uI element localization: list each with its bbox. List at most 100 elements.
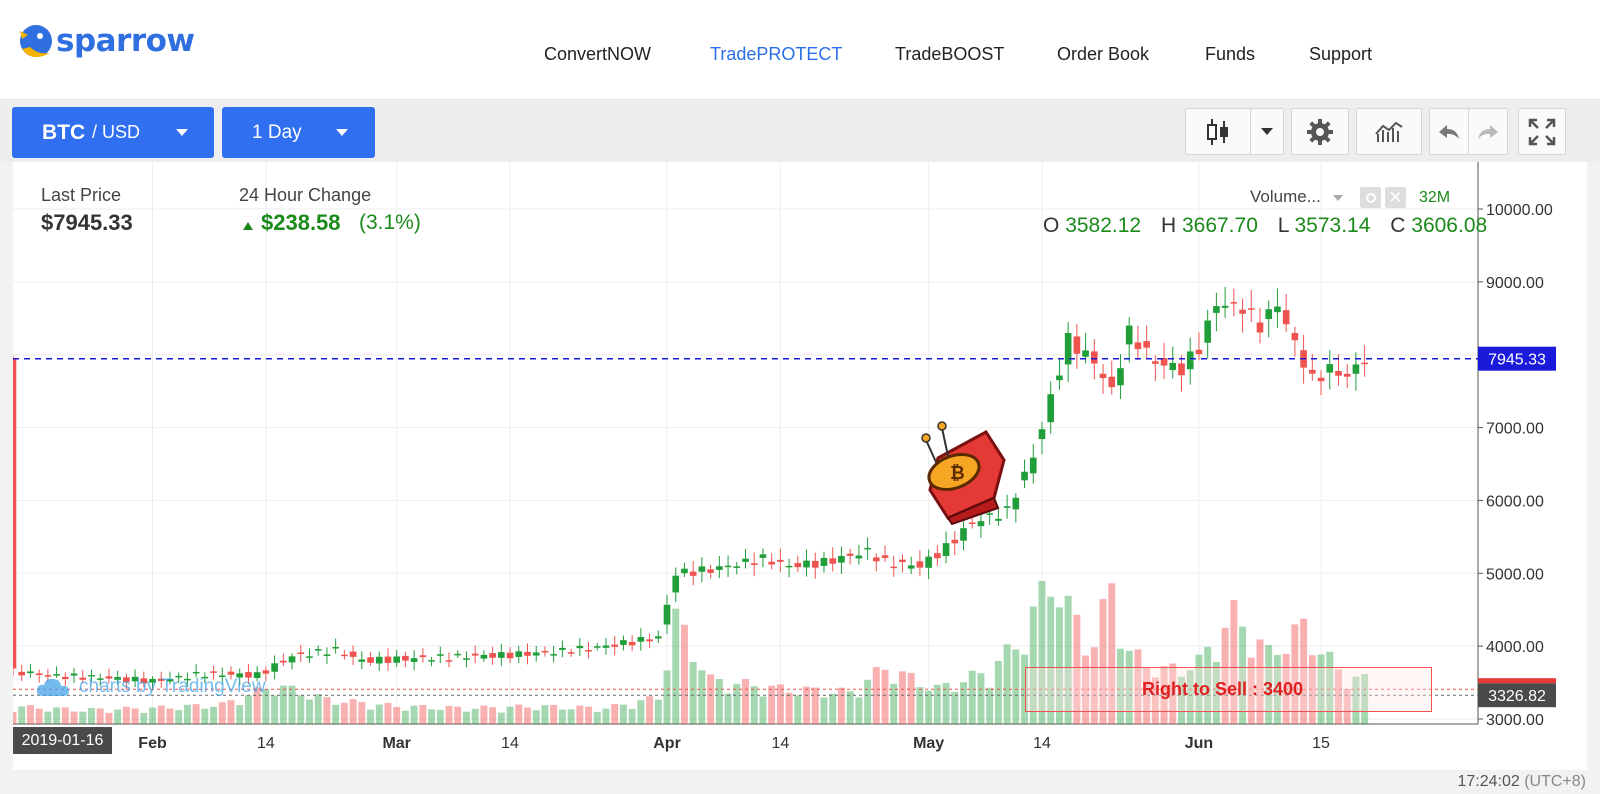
candle-body (1117, 368, 1124, 386)
candle-body (899, 559, 906, 562)
candle-body (934, 553, 941, 559)
volume-bar (262, 689, 270, 724)
volume-bar (1099, 599, 1107, 724)
chart-panel[interactable]: 10000.009000.008000.007000.006000.005000… (13, 162, 1587, 770)
volume-bar (497, 712, 505, 724)
volume-bar (288, 685, 296, 724)
volume-bar (680, 624, 688, 724)
candle-body (384, 656, 392, 663)
candle-body (846, 553, 854, 556)
volume-bar (576, 705, 584, 724)
volume-bar (1239, 626, 1247, 724)
y-tick-label: 5000.00 (1486, 566, 1544, 583)
candle-body (1056, 375, 1063, 381)
candle-body (105, 676, 113, 679)
volume-bar (1108, 583, 1116, 724)
volume-bar (105, 712, 113, 724)
interval-selector[interactable]: 1 Day (222, 107, 375, 158)
fullscreen-button[interactable] (1518, 108, 1566, 155)
volume-bar (1204, 646, 1212, 724)
candle-body (838, 555, 845, 563)
volume-bar (951, 692, 959, 724)
candle-body (53, 674, 60, 676)
volume-bar (1082, 655, 1090, 724)
y-tick-label: 7000.00 (1486, 421, 1544, 438)
volume-bar (384, 703, 392, 724)
volume-bar (916, 687, 924, 724)
candle-body (1343, 373, 1351, 377)
candle-body (1309, 369, 1316, 374)
chart-type-dropdown[interactable] (1250, 108, 1284, 155)
candle-body (1021, 471, 1028, 481)
redo-button[interactable] (1468, 108, 1508, 155)
candle-body (79, 677, 87, 680)
candle-body (951, 539, 959, 544)
candle-body (759, 554, 767, 558)
indicators-icon (1375, 121, 1403, 142)
protect-sell-text: Right to Sell : 3400 (1142, 679, 1304, 699)
volume-indicator-label[interactable]: Volume... (1250, 187, 1321, 206)
high-value: 3667.70 (1181, 214, 1258, 237)
settings-button[interactable] (1291, 108, 1349, 155)
protect-sell-box[interactable]: Right to Sell : 3400 (1025, 667, 1432, 712)
volume-bar (236, 705, 244, 724)
close-label: C (1390, 214, 1406, 237)
chart-type-button[interactable] (1185, 108, 1251, 155)
volume-bar (279, 685, 287, 724)
candle-body (454, 653, 462, 656)
nav-tradeprotect[interactable]: TradePROTECT (710, 44, 843, 64)
x-tick-label: Feb (138, 735, 167, 752)
pair-selector[interactable]: BTC / USD (12, 107, 214, 158)
volume-bar (462, 711, 470, 724)
indicators-button[interactable] (1356, 108, 1422, 155)
candle-body (218, 675, 226, 678)
candle-body (297, 652, 305, 654)
volume-bar (96, 708, 104, 724)
volume-bar (637, 700, 645, 724)
candle-body (175, 675, 182, 678)
nav-convertnow[interactable]: ConvertNOW (544, 44, 652, 64)
candle-body (184, 678, 191, 681)
logo[interactable]: sparrow (18, 16, 195, 66)
volume-bar (567, 709, 575, 724)
candle-body (646, 639, 653, 642)
candle-body (620, 640, 627, 645)
volume-bar (314, 694, 322, 724)
nav-funds[interactable]: Funds (1205, 44, 1256, 64)
volume-bar (79, 711, 87, 724)
candle-body (1239, 309, 1246, 314)
nav-tradeboost[interactable]: TradeBOOST (895, 44, 1005, 64)
candle-body (803, 560, 810, 568)
candle-body (131, 676, 139, 682)
candle-body (777, 559, 784, 562)
volume-bar (628, 708, 636, 724)
volume-bar (1090, 647, 1098, 724)
candle-body (602, 645, 610, 648)
volume-bar (1021, 654, 1029, 724)
price-chart[interactable]: 10000.009000.008000.007000.006000.005000… (13, 162, 1587, 770)
candle-body (192, 671, 200, 674)
candle-body (1335, 371, 1342, 376)
tradingview-watermark[interactable]: charts by TradingView (35, 676, 266, 698)
interval-label: 1 Day (252, 121, 302, 143)
eye-icon[interactable] (1360, 187, 1381, 208)
undo-button[interactable] (1429, 108, 1469, 155)
nav-order-book[interactable]: Order Book (1057, 44, 1150, 64)
close-icon[interactable]: ✕ (1385, 187, 1406, 208)
candle-body (820, 557, 828, 566)
volume-bar (663, 670, 671, 724)
volume-bar (358, 702, 366, 724)
volume-bar (715, 678, 723, 724)
volume-bar (898, 671, 906, 724)
candle-body (698, 566, 706, 572)
nav-support[interactable]: Support (1309, 44, 1373, 64)
volume-bar (986, 687, 994, 724)
candle-body (201, 676, 209, 679)
volume-bar (1326, 651, 1334, 724)
volume-bar (654, 699, 662, 724)
volume-bar (558, 709, 566, 724)
volume-bar (1160, 666, 1168, 724)
y-tick-label: 3000.00 (1486, 712, 1544, 729)
volume-bar (210, 706, 218, 724)
chevron-down-icon[interactable] (1333, 195, 1343, 201)
